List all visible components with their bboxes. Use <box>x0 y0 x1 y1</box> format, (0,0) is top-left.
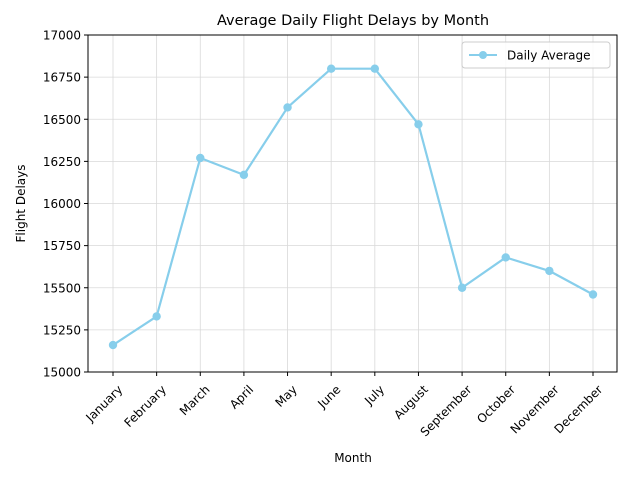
y-tick-label: 15750 <box>43 239 81 253</box>
data-point <box>152 312 161 321</box>
y-tick-label: 16750 <box>43 71 81 85</box>
x-tick-label: March <box>177 382 213 418</box>
x-tick-label: April <box>227 382 256 411</box>
data-point <box>588 290 598 299</box>
x-tick-label: May <box>272 382 299 409</box>
y-tick-label: 16000 <box>43 197 81 211</box>
data-point <box>239 170 249 180</box>
x-tick-label: June <box>314 382 343 411</box>
legend-marker-swatch <box>479 51 487 59</box>
y-tick-label: 16500 <box>43 113 81 127</box>
series-line <box>112 67 594 346</box>
x-tick-label: January <box>83 382 126 425</box>
y-tick-label: 17000 <box>43 29 81 43</box>
legend-box <box>461 41 611 69</box>
y-axis-label: Flight Delays <box>14 165 28 243</box>
legend: Daily Average <box>461 41 611 69</box>
series-layer <box>108 64 598 350</box>
gridlines <box>88 34 617 373</box>
data-point <box>457 283 467 292</box>
y-tick-label: 16250 <box>43 155 81 169</box>
data-point <box>370 64 380 73</box>
y-tick-label: 15500 <box>43 281 81 295</box>
x-tick-label: July <box>361 382 387 408</box>
data-point <box>108 340 118 350</box>
data-point <box>414 120 423 129</box>
legend-label: Daily Average <box>507 49 590 63</box>
data-point <box>545 266 554 276</box>
chart-title: Average Daily Flight Delays by Month <box>217 13 489 29</box>
x-tick-label: October <box>474 382 518 426</box>
data-point <box>196 153 205 163</box>
y-tick-label: 15000 <box>43 366 81 380</box>
y-tick-label: 15250 <box>43 323 81 337</box>
x-axis-label: Month <box>334 451 372 465</box>
x-tick-label: August <box>391 382 431 422</box>
data-point <box>326 64 336 73</box>
x-tick-label: February <box>121 382 169 430</box>
data-point <box>283 103 292 112</box>
data-point <box>501 253 510 262</box>
y-axis-ticks: 15000 15250 15500 15750 16000 16250 16500 16750… <box>43 29 88 380</box>
